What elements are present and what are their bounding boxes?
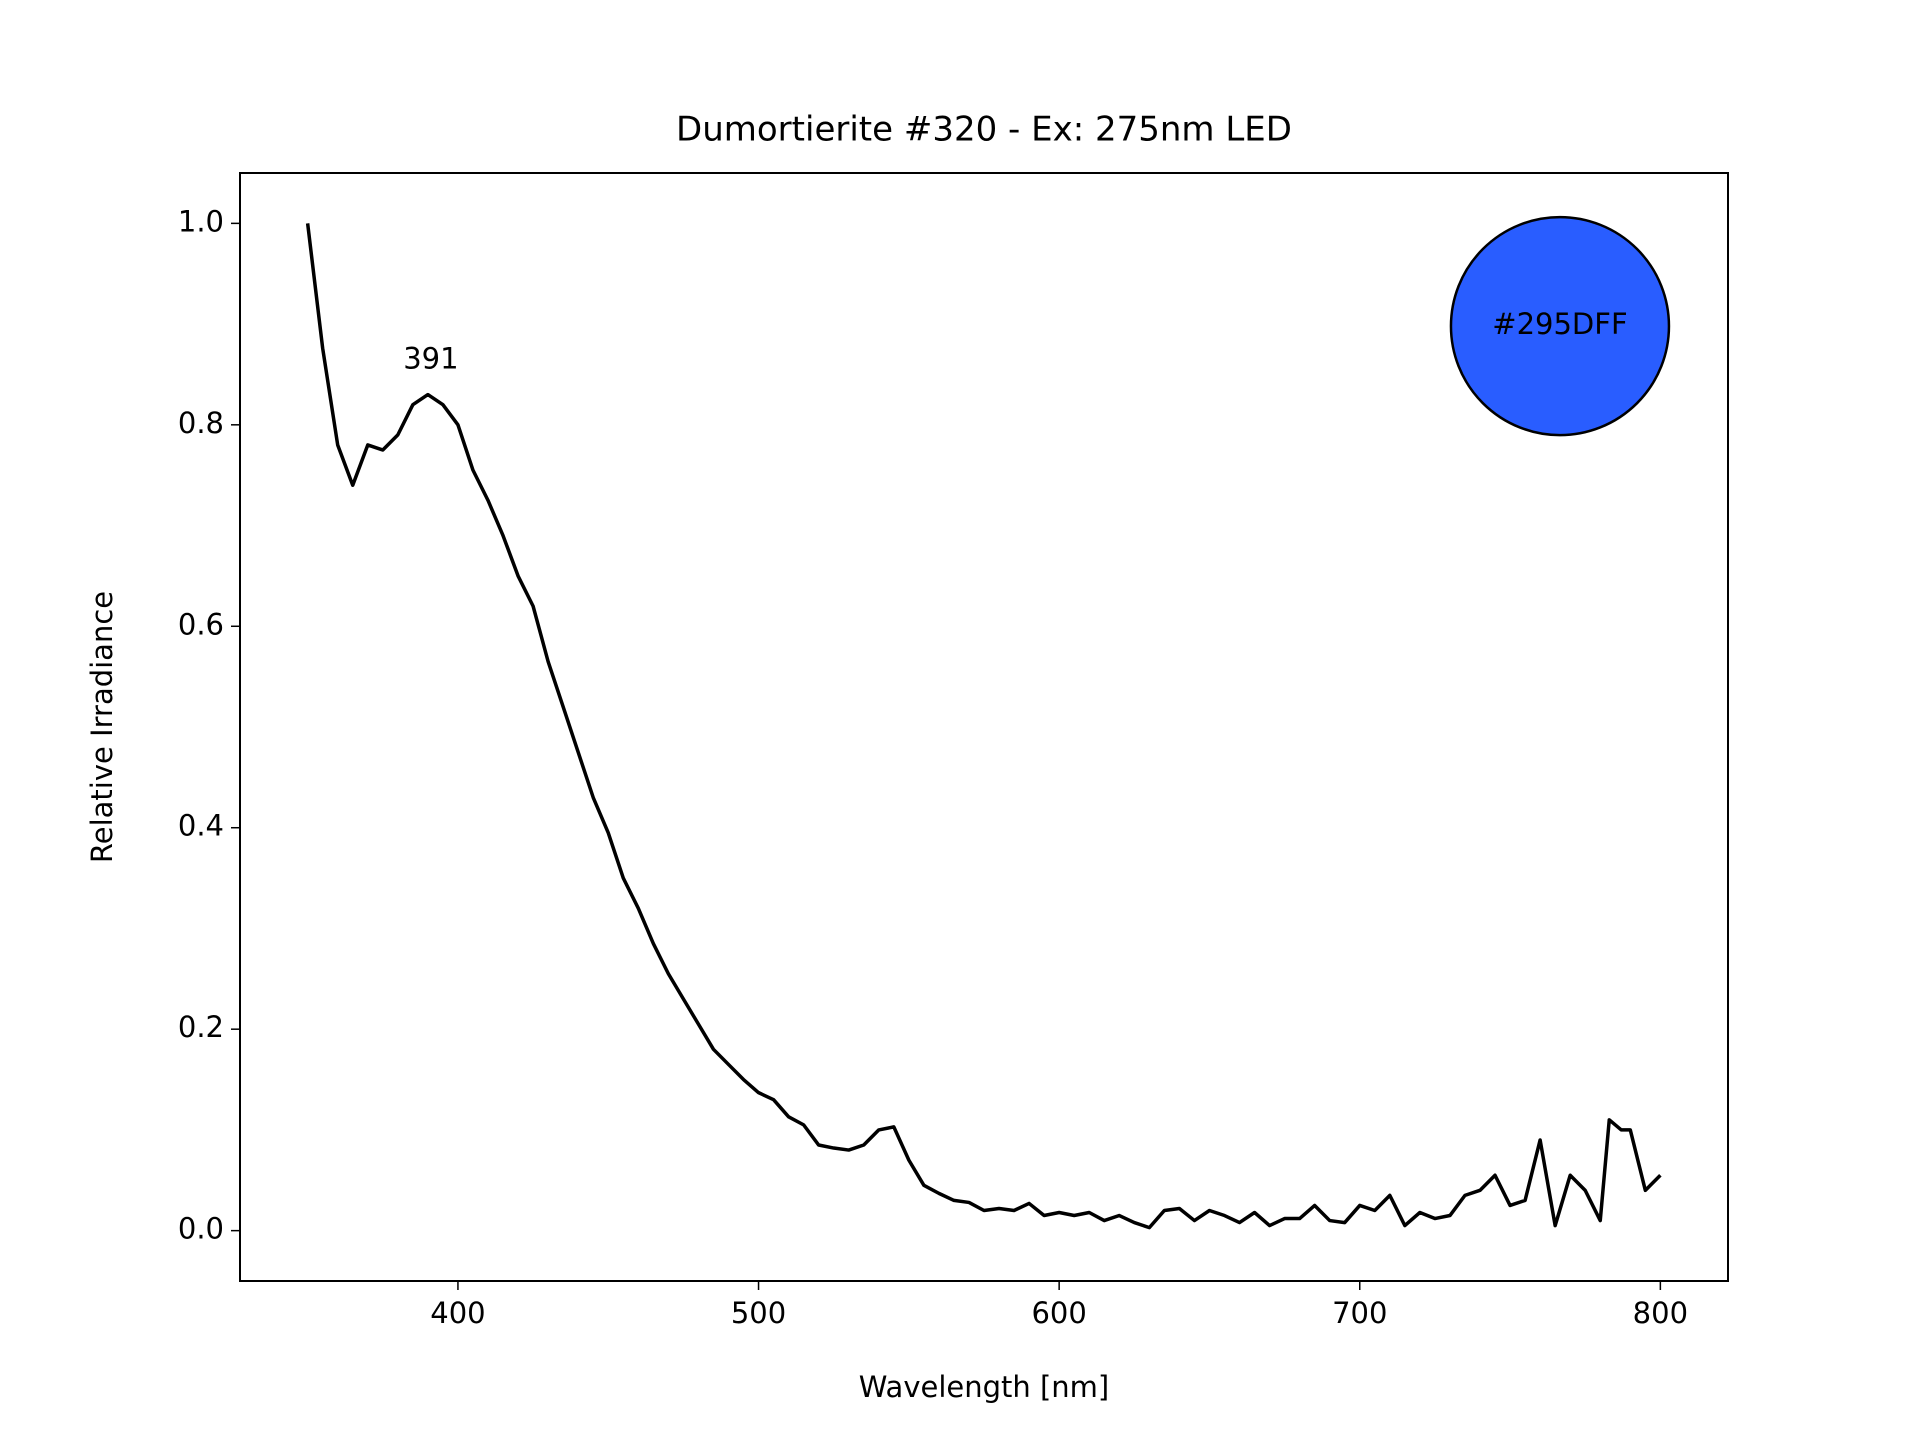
y-tick-label: 1.0 (178, 204, 224, 238)
chart-title: Dumortierite #320 - Ex: 275nm LED (676, 110, 1292, 150)
y-tick-label: 0.8 (178, 406, 224, 440)
x-axis-label: Wavelength [nm] (859, 1370, 1110, 1404)
x-tick-label: 600 (1031, 1296, 1086, 1330)
x-tick-label: 400 (430, 1296, 485, 1330)
x-tick-label: 800 (1633, 1296, 1688, 1330)
y-axis-label: Relative Irradiance (85, 591, 119, 863)
x-tick-label: 700 (1332, 1296, 1387, 1330)
y-tick-label: 0.6 (178, 607, 224, 641)
y-tick-label: 0.0 (178, 1212, 224, 1246)
y-tick-label: 0.4 (178, 809, 224, 843)
data-line (305, 223, 1662, 1230)
peak-annotation: 391 (403, 342, 458, 376)
plot-frame (239, 172, 1729, 1282)
y-tick-label: 0.2 (178, 1010, 224, 1044)
color-swatch (1449, 215, 1671, 437)
color-swatch-label: #295DFF (1492, 307, 1627, 341)
x-tick-label: 500 (731, 1296, 786, 1330)
